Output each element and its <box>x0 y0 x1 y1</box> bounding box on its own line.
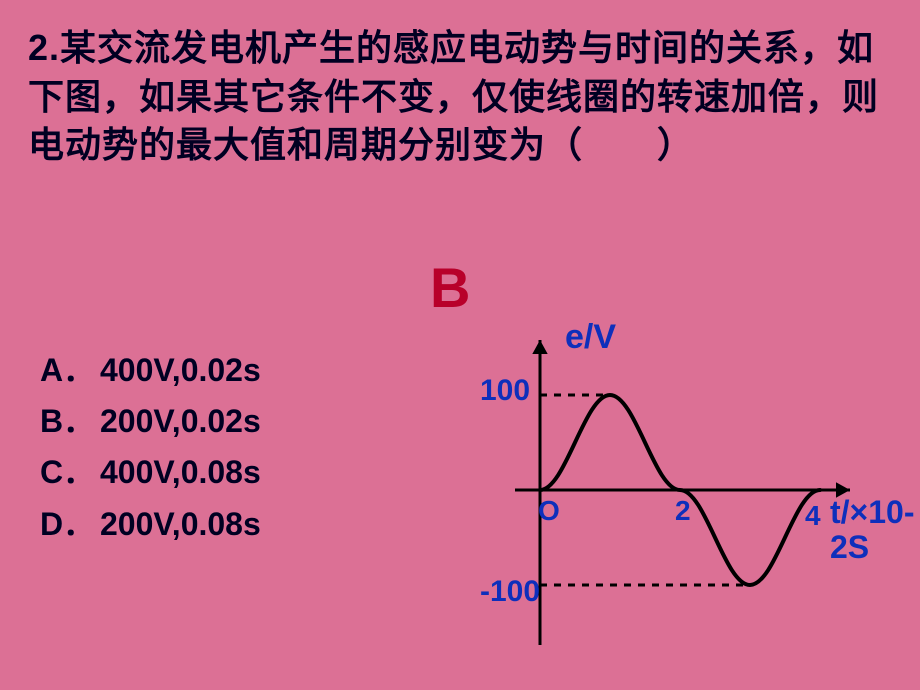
slide-container: 2.某交流发电机产生的感应电动势与时间的关系，如下图，如果其它条件不变，仅使线圈… <box>0 0 920 690</box>
option-D: D． 200V,0.08s <box>40 499 261 550</box>
question-text: 2.某交流发电机产生的感应电动势与时间的关系，如下图，如果其它条件不变，仅使线圈… <box>28 24 892 170</box>
option-C-label: C． <box>40 447 100 498</box>
x-tick-2: 2 <box>675 495 691 527</box>
chart-svg <box>450 320 890 660</box>
y-axis-label: e/V <box>565 318 616 357</box>
option-C-text: 400V,0.08s <box>100 447 261 498</box>
option-B-text: 200V,0.02s <box>100 396 261 447</box>
options-list: A． 400V,0.02s B． 200V,0.02s C． 400V,0.08… <box>40 345 261 550</box>
x-axis-label-line1: t/×10- <box>830 494 914 530</box>
x-axis-label-line2: 2S <box>830 529 869 565</box>
y-tick-100: 100 <box>480 374 530 408</box>
option-A-text: 400V,0.02s <box>100 345 261 396</box>
option-C: C． 400V,0.08s <box>40 447 261 498</box>
option-D-text: 200V,0.08s <box>100 499 261 550</box>
x-tick-4: 4 <box>805 500 821 532</box>
y-tick-neg100: -100 <box>480 575 540 609</box>
option-A-label: A． <box>40 345 100 396</box>
sine-chart: e/V 100 -100 O 2 4 t/×10- 2S <box>450 320 890 660</box>
option-A: A． 400V,0.02s <box>40 345 261 396</box>
origin-label: O <box>538 495 560 527</box>
x-axis-label: t/×10- 2S <box>830 495 920 565</box>
option-B: B． 200V,0.02s <box>40 396 261 447</box>
option-B-label: B． <box>40 396 100 447</box>
answer-letter: B <box>430 255 470 320</box>
option-D-label: D． <box>40 499 100 550</box>
